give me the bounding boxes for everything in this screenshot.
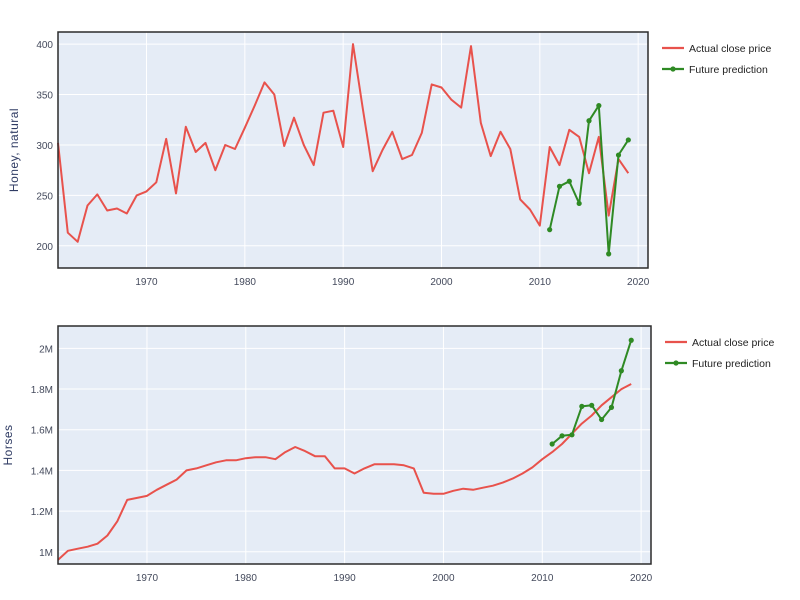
legend-item: Future prediction bbox=[662, 64, 768, 76]
x-tick-label: 2010 bbox=[529, 277, 552, 288]
prediction-point bbox=[576, 200, 582, 207]
prediction-point bbox=[566, 178, 572, 184]
legend-marker bbox=[673, 360, 679, 366]
x-tick-label: 1990 bbox=[332, 277, 355, 288]
prediction-point bbox=[608, 404, 615, 410]
x-tick-label: 1980 bbox=[235, 573, 258, 584]
prediction-point bbox=[625, 137, 631, 143]
x-tick-label: 2000 bbox=[430, 277, 453, 288]
plot-frame bbox=[57, 31, 649, 269]
prediction-point bbox=[606, 251, 612, 257]
chart-honey: 1970 1980 1990 2000 2010 2020 200 250 300 350 400 H… bbox=[7, 31, 771, 288]
y-tick-label: 400 bbox=[36, 40, 53, 51]
legend-item: Future prediction bbox=[665, 358, 771, 370]
prediction-point bbox=[598, 416, 605, 423]
legend-marker bbox=[670, 66, 676, 72]
y-tick-label: 1.2M bbox=[31, 507, 53, 518]
prediction-point bbox=[559, 433, 565, 439]
prediction-point bbox=[596, 103, 602, 109]
x-tick-label: 1980 bbox=[234, 277, 257, 288]
x-tick-label: 2020 bbox=[627, 277, 650, 288]
chart-horses: 1970 1980 1990 2000 2010 2020 1M 1.2M 1.4M 1.6M 1.… bbox=[1, 325, 774, 584]
y-tick-label: 350 bbox=[36, 91, 53, 102]
x-tick-label: 2020 bbox=[630, 573, 653, 584]
x-tick-label: 1970 bbox=[135, 277, 158, 288]
x-tick-label: 1990 bbox=[333, 573, 356, 584]
y-tick-label: 250 bbox=[36, 191, 53, 202]
y-tick-label: 2M bbox=[39, 344, 53, 355]
prediction-point bbox=[579, 403, 585, 409]
prediction-point bbox=[547, 227, 553, 233]
series-line-actual bbox=[57, 383, 632, 561]
prediction-point bbox=[628, 337, 634, 343]
prediction-point bbox=[549, 441, 555, 447]
prediction-point bbox=[589, 402, 595, 408]
legend-label: Actual close price bbox=[692, 337, 774, 349]
y-tick-label: 1M bbox=[39, 548, 53, 559]
y-tick-label: 1.6M bbox=[31, 426, 53, 437]
y-axis-label: Horses bbox=[1, 424, 15, 465]
prediction-point bbox=[556, 183, 563, 189]
x-tick-label: 2000 bbox=[432, 573, 455, 584]
x-tick-label: 2010 bbox=[531, 573, 554, 584]
legend-item: Actual close price bbox=[665, 337, 774, 349]
y-tick-label: 200 bbox=[36, 242, 53, 253]
legend-label: Actual close price bbox=[689, 43, 771, 55]
prediction-point bbox=[615, 152, 622, 158]
y-tick-label: 1.4M bbox=[31, 466, 53, 477]
legend-label: Future prediction bbox=[689, 64, 768, 76]
legend-item: Actual close price bbox=[662, 43, 771, 55]
x-tick-label: 1970 bbox=[136, 573, 159, 584]
y-tick-label: 1.8M bbox=[31, 385, 53, 396]
legend-label: Future prediction bbox=[692, 358, 771, 370]
y-axis-label: Honey, natural bbox=[7, 108, 21, 192]
prediction-point bbox=[569, 432, 575, 438]
plot-frame bbox=[57, 325, 652, 565]
y-tick-label: 300 bbox=[36, 141, 53, 152]
series-line-actual bbox=[57, 43, 630, 243]
prediction-point bbox=[618, 368, 624, 374]
prediction-point bbox=[586, 118, 592, 124]
